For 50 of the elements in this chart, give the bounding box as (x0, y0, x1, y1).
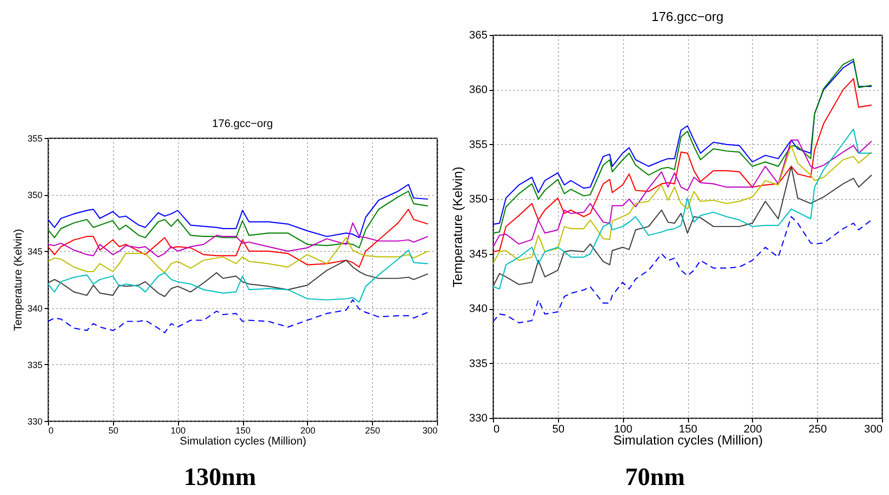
y-tick-label: 355 (469, 138, 488, 151)
y-tick-label: 350 (469, 194, 488, 206)
x-tick-label: 300 (864, 424, 882, 436)
x-tick-label: 0 (494, 424, 500, 436)
x-tick-label: 300 (422, 426, 438, 436)
y-axis-title: Temperature (Kelvin) (450, 166, 466, 288)
line-series (493, 140, 872, 248)
x-tick-label: 0 (48, 426, 54, 436)
y-tick-label: 345 (469, 248, 488, 260)
y-tick-label: 330 (27, 416, 42, 426)
line-series (48, 184, 428, 238)
line-series (48, 237, 428, 274)
line-series (48, 208, 428, 268)
line-series (493, 166, 872, 288)
y-tick-label: 340 (469, 303, 488, 316)
x-tick-label: 250 (808, 424, 827, 436)
chart-title: 176.gcc−org (652, 9, 724, 24)
line-series (493, 216, 872, 324)
line-series (48, 190, 428, 248)
x-tick-label: 100 (170, 426, 186, 436)
x-axis-title: Simulation cycles (Million) (613, 432, 763, 448)
x-tick-label: 250 (365, 426, 380, 436)
x-axis-title: Simulation cycles (Million) (180, 436, 306, 448)
y-tick-label: 350 (27, 190, 42, 200)
y-tick-label: 345 (27, 246, 42, 257)
chart-title: 176.gcc−org (212, 118, 273, 130)
line-series (493, 78, 872, 252)
line-series (48, 299, 428, 334)
x-tick-label: 150 (678, 424, 698, 436)
text: 130nm (182, 464, 258, 492)
y-tick-label: 340 (27, 303, 42, 314)
y-tick-label: 335 (469, 358, 488, 370)
line-series (48, 250, 428, 303)
y-axis-title: Temperature (Kelvin) (12, 228, 24, 332)
y-tick-label: 365 (469, 30, 488, 42)
y-tick-label: 335 (27, 360, 42, 370)
x-tick-label: 200 (744, 424, 762, 436)
y-tick-label: 355 (27, 134, 42, 144)
x-tick-label: 200 (300, 426, 316, 436)
line-series (48, 260, 428, 298)
x-tick-label: 100 (614, 424, 632, 436)
line-series (48, 222, 428, 258)
x-tick-label: 150 (235, 426, 251, 436)
line-series (493, 144, 872, 264)
x-tick-label: 50 (108, 426, 118, 436)
y-tick-label: 330 (469, 412, 488, 424)
x-tick-label: 50 (552, 424, 564, 436)
y-tick-label: 360 (469, 84, 488, 96)
line-series (493, 128, 872, 290)
text: 70nm (624, 464, 686, 492)
